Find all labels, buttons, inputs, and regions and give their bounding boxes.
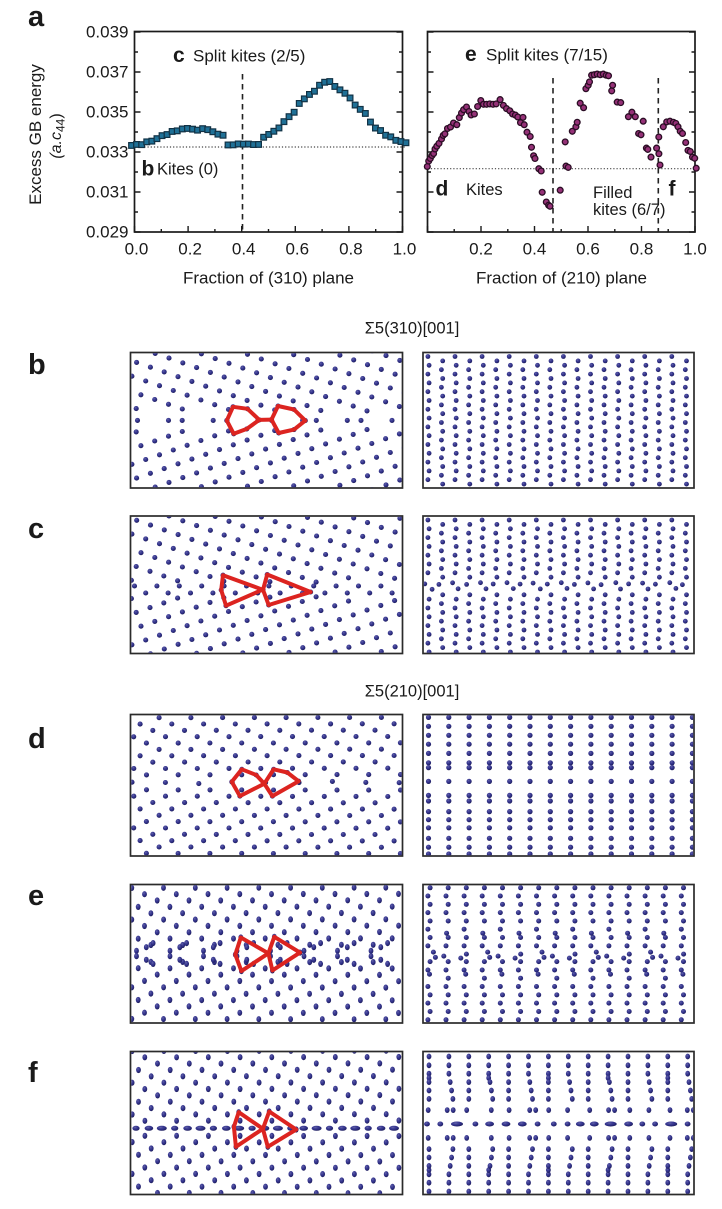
svg-text:0.2: 0.2 [178, 240, 202, 259]
svg-text:(a.c44): (a.c44) [48, 113, 68, 158]
svg-text:0.033: 0.033 [86, 143, 129, 162]
svg-text:e: e [28, 880, 44, 912]
svg-text:0.0: 0.0 [125, 240, 149, 259]
svg-text:b: b [142, 158, 155, 181]
svg-text:c: c [28, 513, 44, 545]
svg-text:Kites: Kites [466, 181, 503, 199]
svg-text:f: f [28, 1057, 38, 1089]
svg-text:Fraction of (310) plane: Fraction of (310) plane [183, 269, 354, 288]
svg-text:Excess GB energy: Excess GB energy [26, 64, 45, 205]
svg-text:Fraction of (210) plane: Fraction of (210) plane [476, 269, 647, 288]
svg-text:b: b [28, 349, 46, 381]
svg-text:Split kites (7/15): Split kites (7/15) [486, 46, 608, 65]
svg-text:d: d [28, 723, 46, 755]
svg-text:Σ5(310)[001]: Σ5(310)[001] [365, 320, 460, 338]
svg-text:0.8: 0.8 [630, 240, 654, 259]
svg-text:Split kites (2/5): Split kites (2/5) [193, 47, 305, 66]
svg-text:0.4: 0.4 [523, 240, 547, 259]
svg-text:kites (6/7): kites (6/7) [593, 201, 665, 219]
svg-text:0.035: 0.035 [86, 103, 129, 122]
svg-text:Σ5(210)[001]: Σ5(210)[001] [365, 683, 460, 701]
svg-text:c: c [173, 44, 185, 67]
svg-text:d: d [436, 178, 449, 201]
svg-text:0.039: 0.039 [86, 23, 129, 42]
svg-text:Kites (0): Kites (0) [157, 161, 218, 179]
svg-text:0.029: 0.029 [86, 223, 129, 242]
svg-text:0.8: 0.8 [339, 240, 363, 259]
svg-text:Filled: Filled [593, 184, 632, 202]
svg-text:0.037: 0.037 [86, 63, 129, 82]
svg-text:0.031: 0.031 [86, 183, 129, 202]
svg-text:0.6: 0.6 [576, 240, 600, 259]
svg-text:a: a [28, 1, 45, 33]
svg-text:f: f [669, 178, 677, 201]
svg-text:e: e [465, 43, 477, 66]
svg-text:0.2: 0.2 [469, 240, 493, 259]
svg-text:0.6: 0.6 [285, 240, 309, 259]
svg-text:0.4: 0.4 [232, 240, 256, 259]
svg-text:1.0: 1.0 [683, 240, 707, 259]
svg-text:1.0: 1.0 [393, 240, 417, 259]
